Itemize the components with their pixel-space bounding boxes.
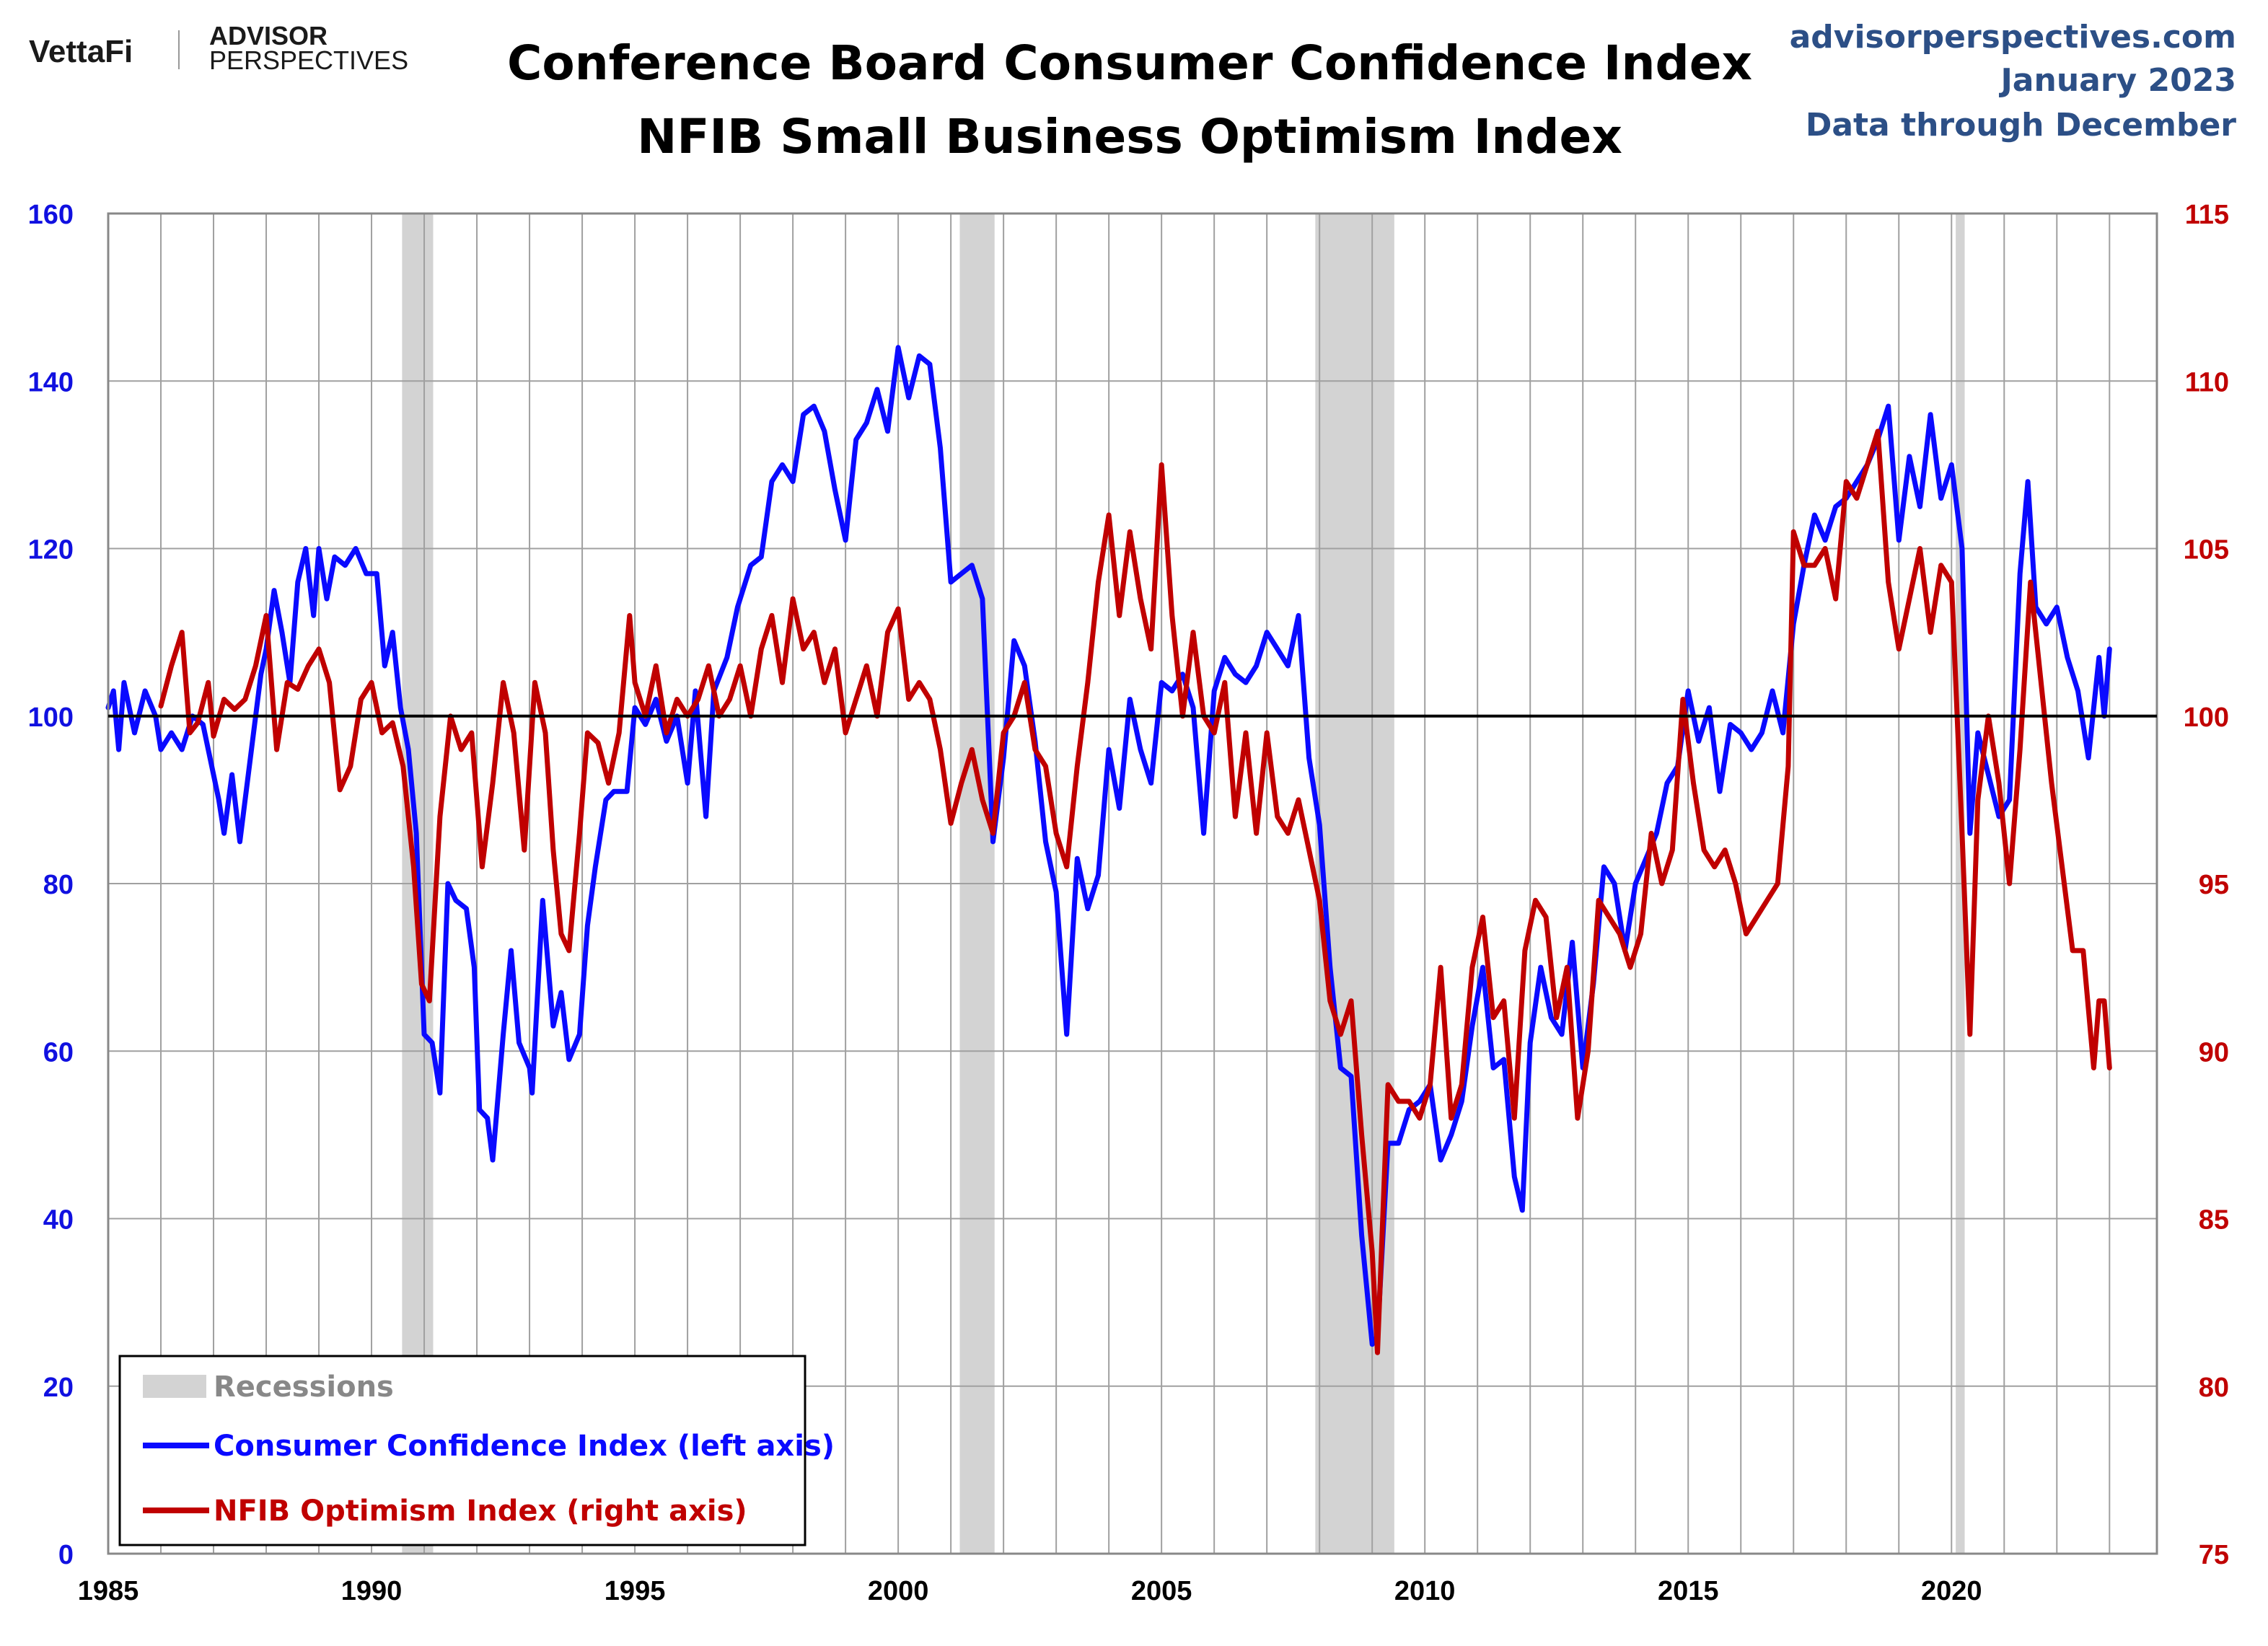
chart-title-line2: NFIB Small Business Optimism Index xyxy=(637,109,1622,164)
right-axis-tick-label: 100 xyxy=(2184,703,2229,733)
right-axis-tick-label: 115 xyxy=(2185,200,2229,230)
right-axis-tick-label: 110 xyxy=(2185,367,2229,397)
legend: Recessions Consumer Confidence Index (le… xyxy=(118,1355,835,1546)
source-site: advisorperspectives.com xyxy=(1790,19,2236,56)
x-axis-tick-label: 2000 xyxy=(868,1576,929,1606)
series-lines xyxy=(105,345,2112,1355)
left-axis-tick-label: 120 xyxy=(28,535,74,565)
right-axis-tick-label: 75 xyxy=(2199,1540,2229,1570)
x-axis-tick-label: 2010 xyxy=(1394,1576,1456,1606)
consumer-confidence-line xyxy=(105,345,2112,1347)
plot-frame xyxy=(107,212,2158,1555)
left-axis-tick-label: 160 xyxy=(28,200,74,230)
legend-consumer-confidence-label: Consumer Confidence Index (left axis) xyxy=(214,1430,835,1463)
right-axis-tick-label: 90 xyxy=(2199,1037,2229,1068)
left-axis-tick-label: 40 xyxy=(43,1205,74,1236)
right-axis-tick-label: 80 xyxy=(2199,1373,2229,1403)
x-axis-tick-label: 1990 xyxy=(341,1576,403,1606)
left-axis-tick-label: 0 xyxy=(58,1540,74,1570)
advisor-logo-line1: ADVISOR xyxy=(209,21,328,50)
legend-recessions-label: Recessions xyxy=(214,1370,394,1404)
right-axis-tick-label: 95 xyxy=(2199,870,2229,900)
right-axis-tick-label: 85 xyxy=(2199,1205,2229,1236)
nfib-optimism-line xyxy=(158,428,2112,1355)
legend-nfib-label: NFIB Optimism Index (right axis) xyxy=(214,1495,747,1528)
x-axis-tick-label: 2015 xyxy=(1658,1576,1719,1606)
chart-title-line1: Conference Board Consumer Confidence Ind… xyxy=(507,35,1752,91)
x-axis-tick-label: 2005 xyxy=(1131,1576,1192,1606)
x-axis-tick-label: 1995 xyxy=(605,1576,666,1606)
axis-tick-labels: 0 20 40 60 80 100 120 140 160 75 80 85 90 95 100 105 110… xyxy=(28,200,2229,1606)
left-axis-tick-label: 80 xyxy=(43,870,74,900)
source-note: Data through December xyxy=(1806,107,2236,144)
x-axis-tick-label: 2020 xyxy=(1921,1576,1982,1606)
advisor-logo-line2: PERSPECTIVES xyxy=(209,45,408,75)
legend-box xyxy=(118,1355,806,1546)
right-axis-tick-label: 105 xyxy=(2184,535,2229,565)
left-axis-tick-label: 20 xyxy=(43,1373,74,1403)
left-axis-tick-label: 100 xyxy=(28,703,74,733)
legend-recession-swatch xyxy=(143,1375,206,1398)
vettafi-logo: VettaFi xyxy=(29,34,133,69)
source-date: January 2023 xyxy=(1998,62,2236,99)
left-axis-tick-label: 140 xyxy=(28,367,74,397)
x-axis-tick-label: 1985 xyxy=(78,1576,139,1606)
left-axis-tick-label: 60 xyxy=(43,1037,74,1068)
